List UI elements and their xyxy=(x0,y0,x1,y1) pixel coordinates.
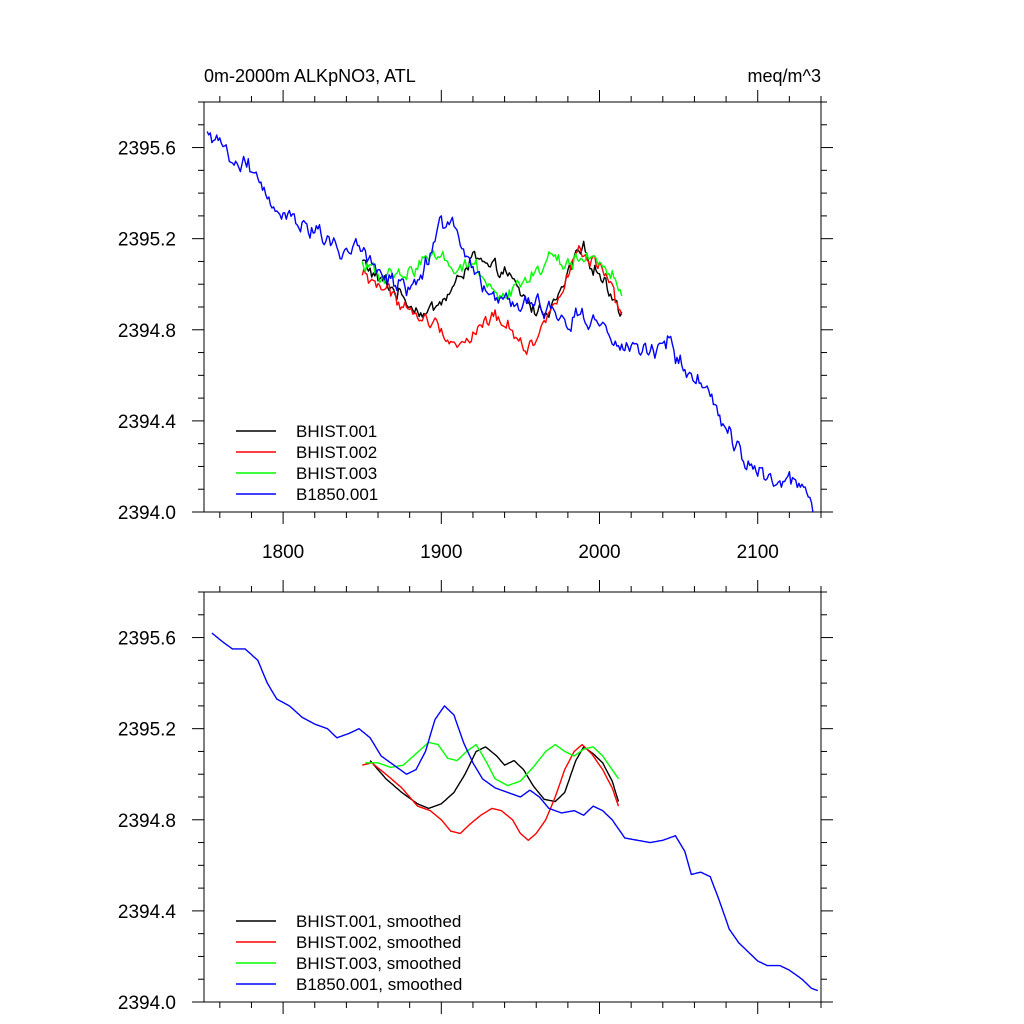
y-tick-label: 2394.0 xyxy=(118,993,176,1014)
y-tick-label: 2394.0 xyxy=(118,503,176,524)
bottom-panel: 2394.0 2394.4 2394.8 2395.2 2395.6 BHIST.001,… xyxy=(118,580,833,1014)
panel-title: 0m-2000m ALKpNO3, ATL xyxy=(204,66,416,86)
y-tick-label: 2394.8 xyxy=(118,811,176,832)
series-group xyxy=(211,632,819,992)
series-line-b1850-001 xyxy=(206,131,814,512)
x-tick-label: 2000 xyxy=(578,542,620,563)
top-panel: 0m-2000m ALKpNO3, ATL meq/m^3 2394.0 2394… xyxy=(118,66,833,563)
legend-label: BHIST.001, smoothed xyxy=(296,912,461,931)
y-tick-label: 2394.8 xyxy=(118,321,176,342)
legend-label: B1850.001 xyxy=(296,485,378,504)
series-line-bhist-003 xyxy=(361,250,623,301)
legend-label: BHIST.001 xyxy=(296,422,377,441)
legend-label: BHIST.003, smoothed xyxy=(296,954,461,973)
series-line-bhist-001 xyxy=(361,240,623,318)
panel-units: meq/m^3 xyxy=(748,66,821,86)
series-line-bhist-002 xyxy=(361,245,623,356)
series-line-bhist-003-smoothed xyxy=(365,741,620,787)
series-group xyxy=(206,131,814,512)
x-tick-label: 2100 xyxy=(737,542,779,563)
y-tick-label: 2395.2 xyxy=(118,720,176,741)
x-tick-label: 1800 xyxy=(262,542,304,563)
legend-label: BHIST.002 xyxy=(296,443,377,462)
y-tick-label: 2395.6 xyxy=(118,139,176,160)
series-line-bhist-002-smoothed xyxy=(362,743,620,841)
series-line-b1850-001-smoothed xyxy=(211,632,819,992)
x-tick-label: 1900 xyxy=(420,542,462,563)
legend-label: BHIST.002, smoothed xyxy=(296,933,461,952)
legend-label: B1850.001, smoothed xyxy=(296,975,462,994)
y-tick-label: 2395.2 xyxy=(118,230,176,251)
y-tick-label: 2395.6 xyxy=(118,629,176,650)
legend-label: BHIST.003 xyxy=(296,464,377,483)
y-tick-label: 2394.4 xyxy=(118,902,177,923)
y-tick-label: 2394.4 xyxy=(118,412,177,433)
